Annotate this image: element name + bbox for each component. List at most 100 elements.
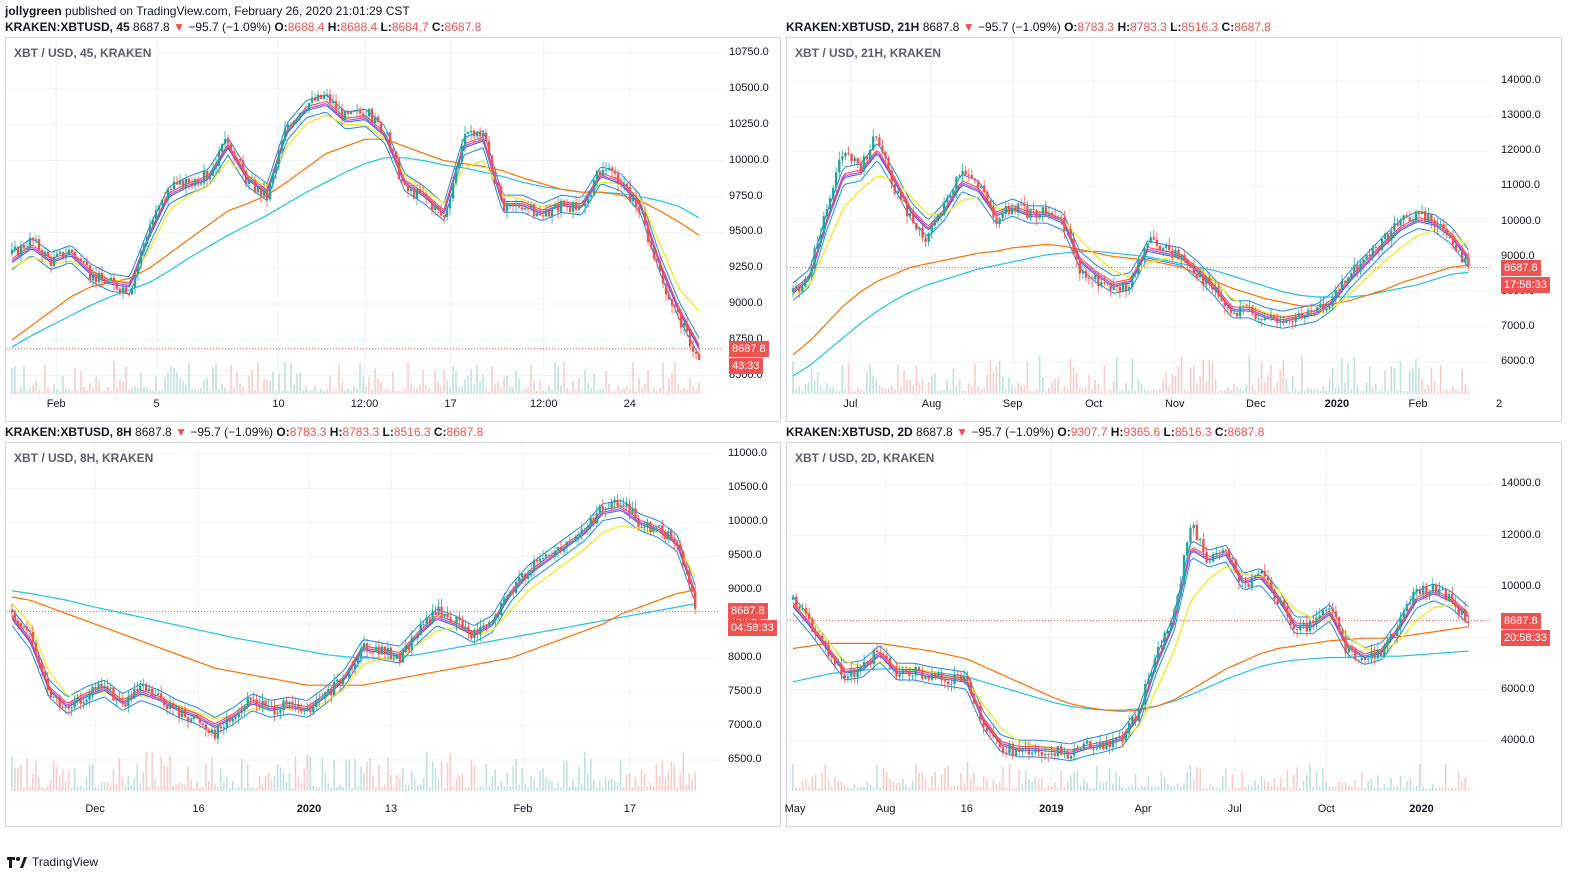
volume-bar: [1244, 787, 1247, 791]
volume-bar: [890, 385, 893, 394]
volume-bar: [539, 380, 541, 394]
candle-body: [1463, 609, 1467, 622]
candle-body: [327, 689, 330, 693]
time-axis[interactable]: Jul Aug Sep Oct Nov Dec 2020 Feb 2: [787, 396, 1502, 416]
volume-bar: [32, 773, 34, 791]
symbol-name[interactable]: KRAKEN:XBTUSD, 2D: [786, 425, 913, 439]
candle-body: [586, 526, 589, 529]
series-legend: XBT / USD, 21H, KRAKEN: [795, 46, 942, 60]
candle-body: [1286, 605, 1289, 616]
symbol-name[interactable]: KRAKEN:XBTUSD, 21H: [786, 20, 920, 34]
author-name[interactable]: jollygreen: [5, 4, 62, 18]
volume-bar: [1291, 376, 1294, 394]
price-axis[interactable]: 14000.0 13000.0 12000.0 11000.0 10000.0 9000.…: [1497, 38, 1561, 394]
volume-bar: [95, 376, 97, 394]
candle-body: [49, 689, 52, 698]
chart-frame[interactable]: XBT / USD, 2D, KRAKEN 14000.0 12000.0 1000…: [785, 442, 1562, 827]
volume-bar: [644, 384, 646, 394]
price-plot[interactable]: [6, 443, 719, 791]
candle-body: [646, 224, 650, 242]
volume-bar: [261, 783, 264, 791]
y-tick-label: 9000.0: [729, 297, 763, 309]
volume-bar: [506, 772, 509, 791]
volume-bar: [961, 390, 964, 394]
candle-body: [607, 507, 610, 509]
volume-bar: [1458, 390, 1460, 394]
candle-body: [100, 683, 103, 689]
candle-body: [908, 671, 911, 676]
candle-body: [168, 703, 172, 709]
volume-bar: [77, 390, 79, 394]
price-axis[interactable]: 10750.0 10500.0 10250.0 10000.0 9750.0 9500.0…: [725, 38, 780, 394]
ema-purple-line: [11, 103, 700, 348]
volume-bar: [977, 386, 979, 394]
volume-bar: [1028, 779, 1030, 791]
candle-body: [427, 198, 431, 202]
candle-body: [664, 283, 668, 295]
high-value: 8783.3: [342, 425, 380, 439]
volume-bar: [11, 756, 13, 791]
candle-body: [159, 693, 163, 699]
symbol-name[interactable]: KRAKEN:XBTUSD, 8H: [5, 425, 132, 439]
volume-bar: [485, 763, 488, 791]
volume-bar: [539, 770, 541, 791]
candle-body: [583, 203, 587, 206]
volume-bar: [1412, 367, 1414, 394]
candle-body: [379, 121, 383, 133]
candle-body: [879, 652, 882, 654]
candle-body: [306, 708, 309, 710]
time-axis[interactable]: Feb 5 10 12:00 17 12:00 24: [6, 396, 723, 416]
time-axis[interactable]: Dec 16 2020 13 Feb 17: [6, 801, 719, 821]
volume-bar: [592, 779, 595, 791]
candle-body: [1457, 250, 1461, 252]
candle-body: [190, 183, 194, 186]
volume-bar: [279, 767, 282, 791]
volume-bar: [1307, 387, 1309, 394]
symbol-name[interactable]: KRAKEN:XBTUSD, 45: [5, 20, 130, 34]
candle-body: [982, 719, 985, 727]
chart-frame[interactable]: XBT / USD, 45, KRAKEN 10750.0 10500.0 1025…: [5, 37, 781, 422]
candle-body: [13, 612, 17, 621]
candle-body: [1072, 238, 1075, 255]
volume-bar: [166, 766, 168, 791]
price-plot[interactable]: [787, 38, 1492, 394]
price-plot[interactable]: [787, 443, 1492, 791]
candle-body: [481, 132, 485, 137]
candle-body: [1069, 755, 1073, 759]
time-axis[interactable]: May Aug 16 2019 Apr Jul Oct 2020: [785, 801, 1492, 821]
candle-body: [959, 674, 963, 682]
volume-bar: [979, 786, 982, 791]
candle-body: [496, 183, 500, 186]
candle-body: [568, 541, 572, 543]
volume-bar: [698, 382, 700, 394]
candle-body: [115, 282, 119, 289]
tradingview-footer[interactable]: TradingView: [6, 855, 98, 869]
candle-body: [1079, 748, 1082, 750]
candle-body: [316, 94, 320, 101]
price-plot[interactable]: [6, 38, 723, 394]
volume-bar: [369, 757, 371, 791]
candle-body: [1386, 233, 1390, 241]
volume-bar: [158, 390, 160, 394]
volume-bar: [1301, 355, 1303, 394]
volume-bar: [1359, 390, 1362, 394]
volume-bar: [38, 389, 40, 394]
chart-panel-8h: KRAKEN:XBTUSD, 8H 8687.8 ▼ −95.7 (−1.09%…: [5, 425, 781, 827]
candle-body: [207, 729, 211, 733]
volume-bar: [650, 390, 652, 394]
x-tick-label: Dec: [85, 803, 105, 815]
candle-body: [541, 557, 545, 559]
candle-body: [118, 288, 122, 293]
candle-body: [942, 202, 946, 215]
volume-bar: [384, 783, 386, 791]
candle-body: [914, 667, 917, 676]
chart-frame[interactable]: XBT / USD, 21H, KRAKEN 14000.0 13000.0 120…: [786, 37, 1562, 422]
volume-bar: [512, 766, 514, 791]
low-label: L:8516.3: [1170, 20, 1219, 34]
volume-bar: [638, 377, 640, 394]
volume-bar: [1452, 386, 1454, 394]
chart-frame[interactable]: XBT / USD, 8H, KRAKEN 11000.0 10500.0 1000…: [5, 442, 781, 827]
candle-body: [1140, 258, 1143, 261]
candle-body: [1306, 310, 1310, 316]
volume-bar: [518, 784, 520, 791]
